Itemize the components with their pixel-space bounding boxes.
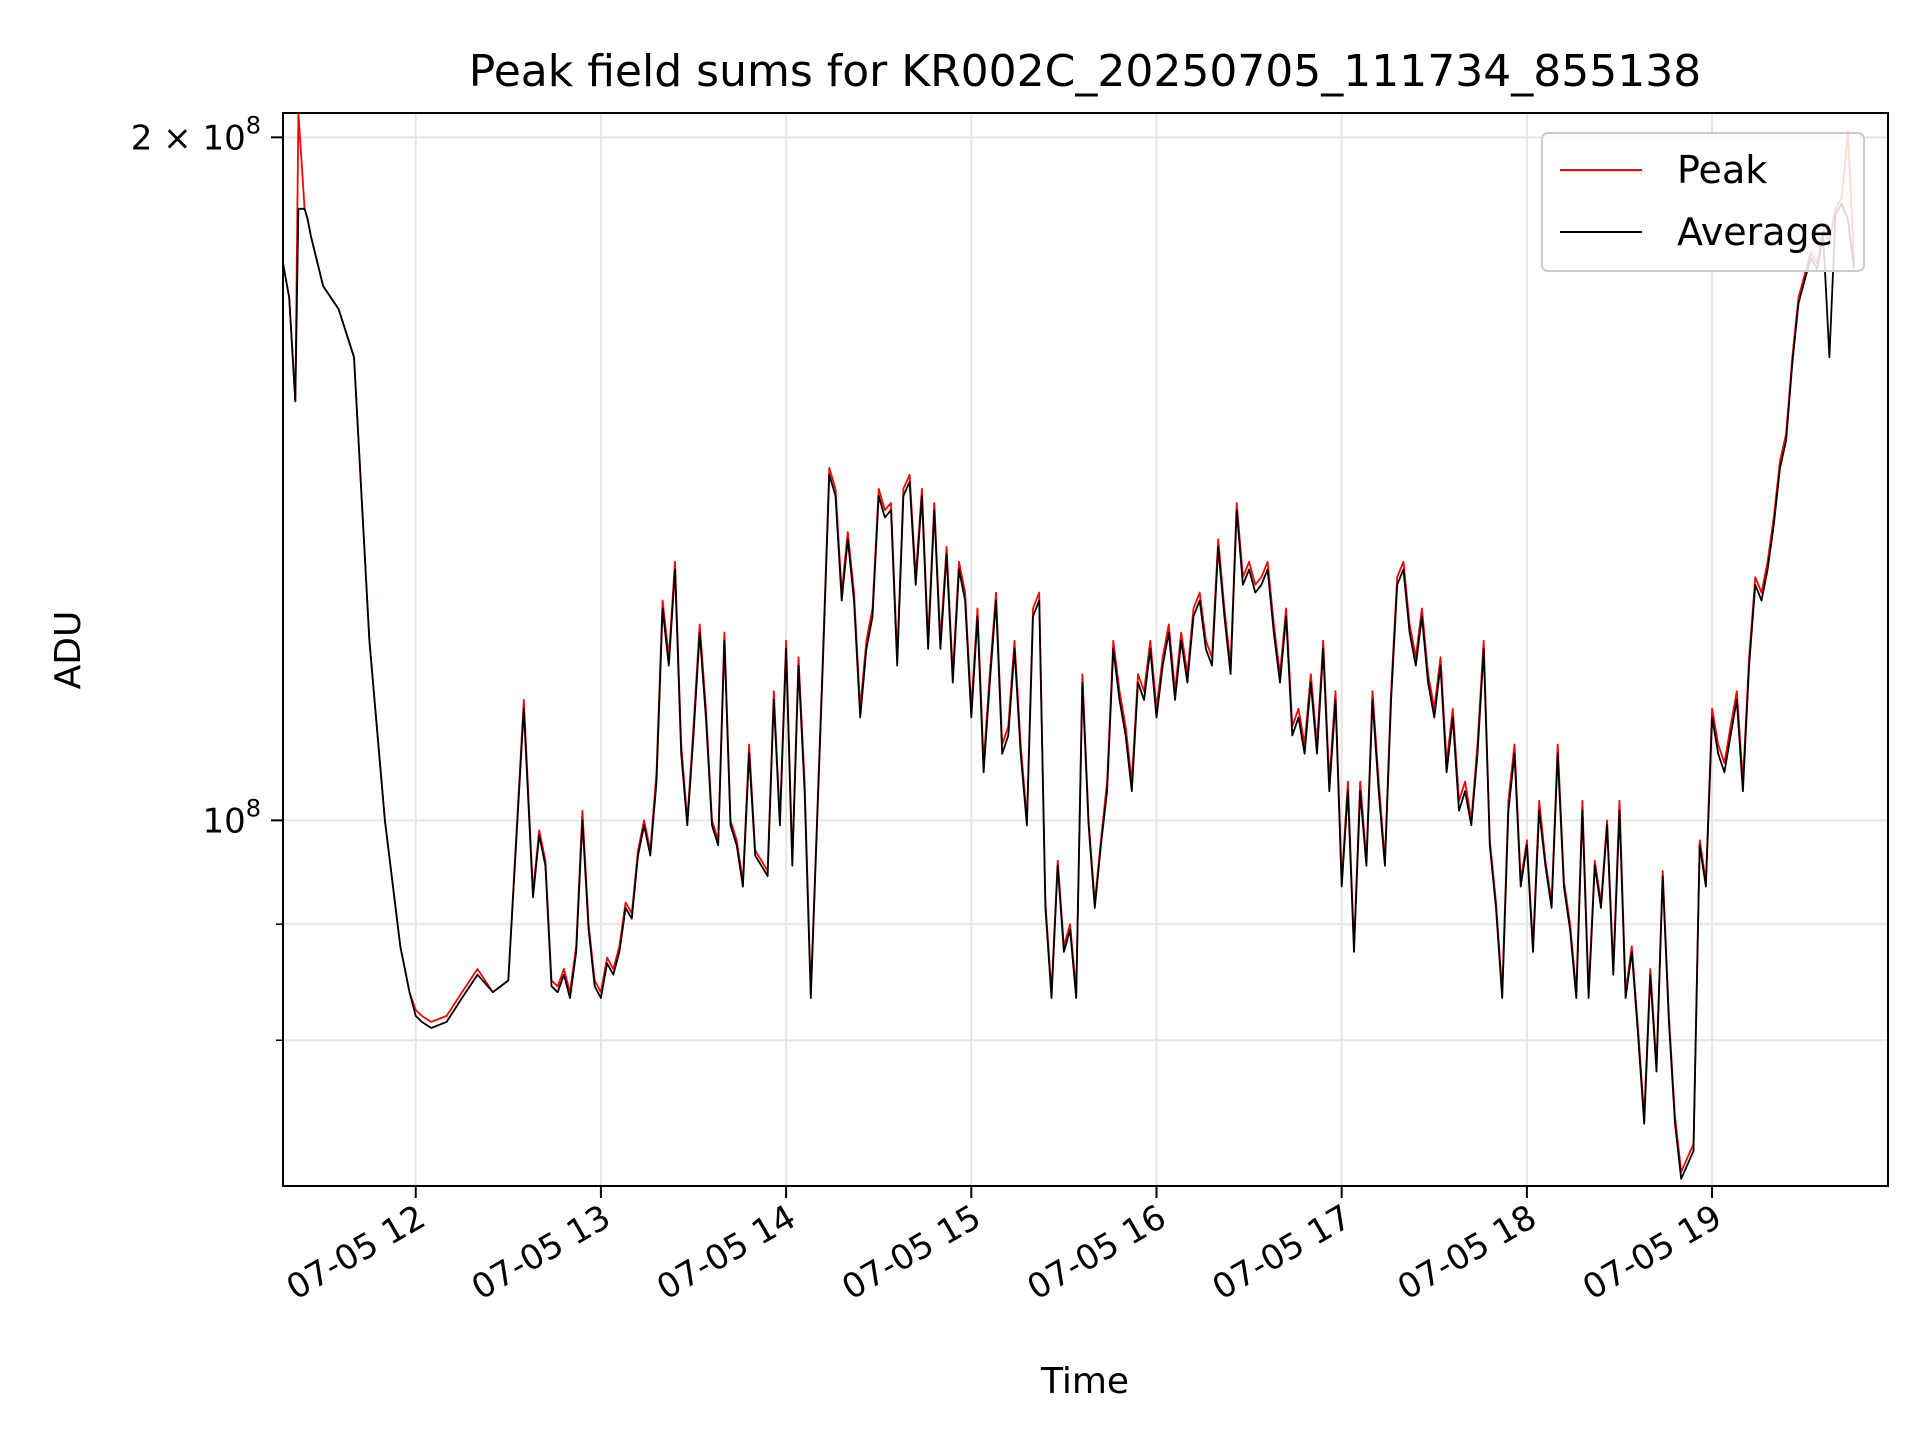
y-tick-label: 2 × 108 bbox=[131, 111, 261, 158]
legend-label: Peak bbox=[1677, 148, 1767, 192]
y-tick-label: 108 bbox=[202, 794, 261, 841]
chart-title: Peak field sums for KR002C_20250705_1117… bbox=[469, 46, 1701, 97]
series-lines bbox=[282, 112, 1855, 1180]
legend-box bbox=[1541, 132, 1865, 272]
plot-frame bbox=[282, 112, 1889, 1187]
series-line-average bbox=[282, 202, 1855, 1180]
y-axis-ticks: 108 2 × 108 bbox=[131, 111, 283, 1041]
y-axis-label: ADU bbox=[48, 611, 89, 690]
legend: Peak Average bbox=[1541, 132, 1865, 272]
legend-label: Average bbox=[1677, 210, 1833, 254]
x-axis-label: Time bbox=[1040, 1361, 1129, 1402]
